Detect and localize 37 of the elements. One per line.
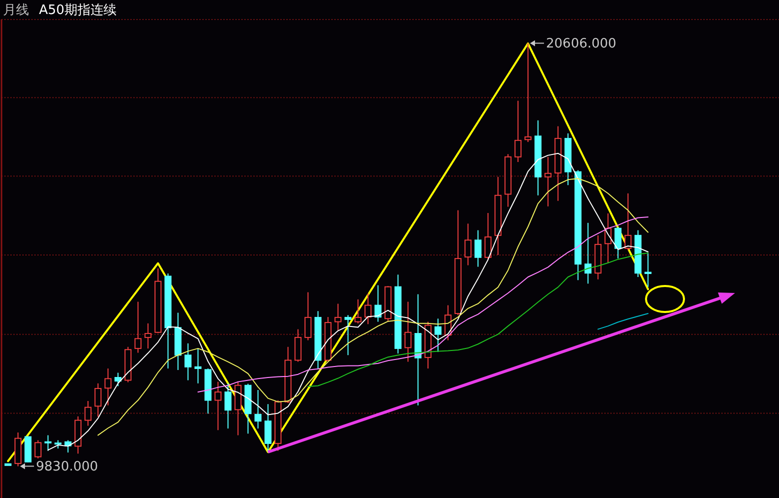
candlestick — [214, 381, 222, 431]
candlestick — [144, 322, 152, 349]
candlestick — [104, 368, 112, 406]
candlestick — [184, 342, 192, 381]
candlestick — [404, 301, 412, 362]
candlestick — [84, 400, 92, 426]
candlestick — [334, 303, 342, 331]
candlestick — [464, 223, 472, 266]
candlestick — [264, 404, 272, 453]
candlestick — [254, 390, 262, 430]
candlestick — [134, 301, 142, 354]
candlestick — [344, 314, 352, 356]
candlestick — [374, 284, 382, 322]
candlestick — [34, 440, 42, 459]
candlestick — [194, 348, 202, 384]
candlestick — [584, 222, 592, 284]
candlestick — [514, 100, 522, 162]
chart-title: 月线 — [3, 3, 29, 18]
annotation: 9830.000 — [36, 460, 98, 475]
candlestick — [614, 226, 622, 260]
candlestick — [644, 252, 652, 288]
chart-subtitle: A50期指连续 — [39, 3, 116, 18]
candlestick — [304, 292, 312, 341]
candlestick — [94, 382, 102, 418]
candlestick — [474, 230, 482, 268]
candlestick — [544, 156, 552, 207]
candlestick — [114, 372, 122, 387]
candlestick — [484, 212, 492, 261]
candlestick — [624, 192, 632, 251]
annotation: 20606.000 — [546, 36, 616, 52]
candlestick — [434, 318, 442, 352]
candlestick — [224, 382, 232, 430]
candlestick — [294, 328, 302, 362]
candlestick — [44, 434, 52, 452]
candlestick — [354, 298, 362, 324]
candlestick — [524, 42, 532, 142]
candlestick — [364, 292, 372, 325]
